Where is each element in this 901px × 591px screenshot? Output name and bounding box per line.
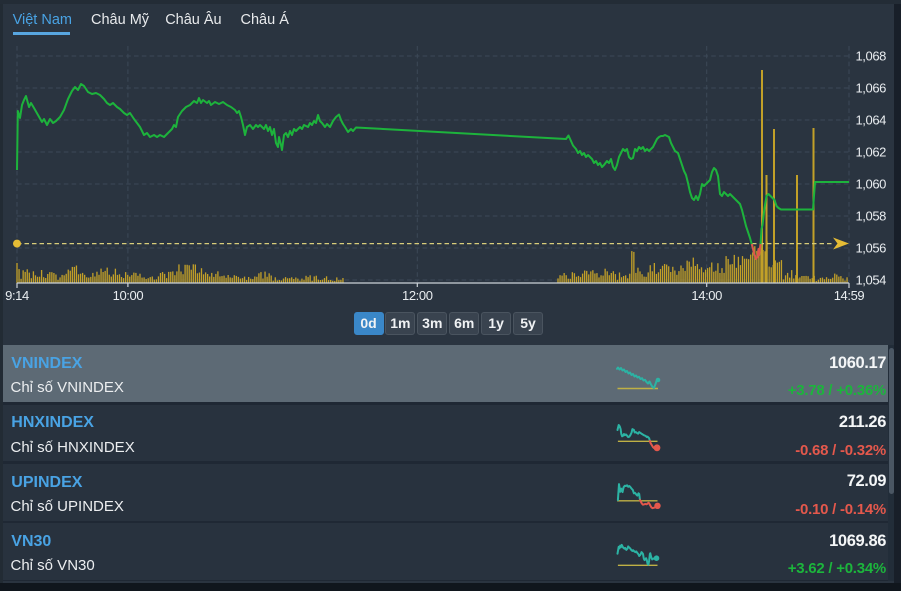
svg-text:1,060: 1,060 [855, 177, 886, 192]
svg-text:14:00: 14:00 [691, 288, 722, 303]
svg-text:1,054: 1,054 [855, 273, 886, 288]
svg-text:1,062: 1,062 [855, 145, 886, 160]
svg-text:10:00: 10:00 [113, 288, 144, 303]
svg-text:12:00: 12:00 [402, 288, 433, 303]
svg-text:1,068: 1,068 [855, 49, 886, 64]
svg-text:14:59: 14:59 [834, 288, 865, 303]
svg-text:1,066: 1,066 [855, 81, 886, 96]
svg-text:1,056: 1,056 [855, 241, 886, 256]
svg-text:9:14: 9:14 [5, 288, 29, 303]
svg-text:1,064: 1,064 [855, 113, 886, 128]
svg-text:1,058: 1,058 [855, 209, 886, 224]
